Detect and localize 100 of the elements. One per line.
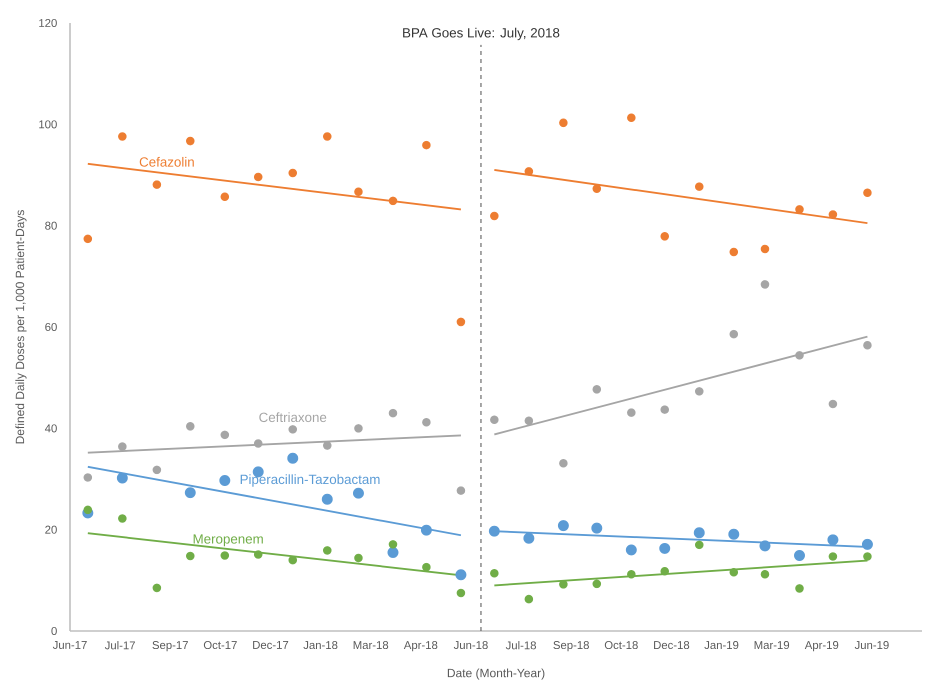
point xyxy=(627,408,636,417)
y-tick-label: 40 xyxy=(44,424,57,432)
point xyxy=(352,488,364,499)
point xyxy=(219,475,230,486)
x-tick-label: Mar-19 xyxy=(754,641,790,650)
point xyxy=(694,182,704,191)
x-axis-title: Date (Month-Year) xyxy=(448,668,544,680)
x-tick-label: Jul-17 xyxy=(104,641,135,650)
series-label: Cefazolin xyxy=(140,156,194,167)
point xyxy=(388,540,398,549)
point xyxy=(694,527,705,538)
point xyxy=(456,318,466,326)
point xyxy=(254,550,262,559)
ref-line-label: BPA Goes Live: July, 2018 xyxy=(403,28,560,40)
point xyxy=(354,424,363,433)
point xyxy=(760,540,770,552)
point xyxy=(558,520,569,532)
point xyxy=(254,172,262,182)
point xyxy=(728,528,740,540)
point xyxy=(323,546,332,555)
point xyxy=(828,210,838,219)
point xyxy=(659,542,670,554)
point xyxy=(730,568,738,576)
x-tick-label: Jan-19 xyxy=(704,641,738,650)
y-tick-label: 60 xyxy=(45,322,57,332)
point xyxy=(760,280,770,289)
point xyxy=(388,546,398,558)
point xyxy=(186,422,195,431)
y-tick-label: 0 xyxy=(51,626,57,636)
point xyxy=(559,459,568,468)
y-tick-label: 80 xyxy=(45,222,57,230)
y-tick-label: 120 xyxy=(39,18,57,28)
point xyxy=(254,439,262,448)
point xyxy=(455,569,466,580)
y-axis-title: Defined Daily Doses per 1,000 Patient-Days xyxy=(15,210,27,444)
point xyxy=(523,532,534,544)
point xyxy=(220,551,230,560)
point xyxy=(287,452,298,464)
point xyxy=(730,330,738,338)
point xyxy=(862,538,873,550)
point xyxy=(627,570,636,579)
point xyxy=(524,167,534,176)
point xyxy=(828,400,838,408)
point xyxy=(456,588,466,598)
point xyxy=(626,544,637,556)
point xyxy=(84,506,92,514)
point xyxy=(322,494,333,505)
x-tick-label: Jun-18 xyxy=(454,641,488,650)
point xyxy=(323,132,332,141)
point xyxy=(760,244,770,254)
point xyxy=(828,552,838,561)
point xyxy=(795,351,804,360)
point xyxy=(118,514,127,523)
point xyxy=(388,408,398,418)
series-label: Piperacillin-Tazobactam xyxy=(240,474,380,487)
x-tick-label: Apr-18 xyxy=(404,641,438,652)
point xyxy=(220,192,230,202)
series-label: Ceftriaxone xyxy=(259,412,326,422)
point xyxy=(288,425,298,434)
x-tick-label: Oct-17 xyxy=(204,641,237,650)
point xyxy=(354,554,363,562)
point xyxy=(118,132,127,141)
point xyxy=(288,556,298,564)
point xyxy=(627,113,636,122)
point xyxy=(186,136,195,146)
point xyxy=(524,416,534,426)
point xyxy=(694,387,704,396)
point xyxy=(152,466,162,474)
x-tick-label: Jun-17 xyxy=(52,641,87,649)
point xyxy=(524,594,534,604)
point xyxy=(490,212,499,220)
series-label: Meropenem xyxy=(194,534,263,546)
point xyxy=(490,415,499,424)
point xyxy=(152,180,162,189)
x-tick-label: Jun-19 xyxy=(854,641,889,650)
x-tick-label: Apr-19 xyxy=(804,641,838,652)
point xyxy=(760,570,770,579)
point xyxy=(220,430,230,440)
point xyxy=(488,526,500,537)
point xyxy=(422,418,431,427)
x-tick-label: Oct-18 xyxy=(604,641,638,650)
x-tick-label: Dec-18 xyxy=(654,641,690,650)
point xyxy=(592,184,602,193)
point xyxy=(863,340,872,350)
point xyxy=(152,584,162,592)
point xyxy=(660,232,670,241)
point xyxy=(323,441,332,450)
point xyxy=(827,534,838,546)
point xyxy=(863,552,872,561)
point xyxy=(660,405,670,414)
x-tick-label: Jan-18 xyxy=(303,641,338,650)
point xyxy=(592,580,602,588)
point xyxy=(559,118,568,128)
y-tick-label: 20 xyxy=(45,526,57,534)
point xyxy=(116,472,128,484)
point xyxy=(591,522,602,534)
point xyxy=(186,552,195,560)
point xyxy=(694,540,704,550)
y-tick-label: 100 xyxy=(39,120,57,128)
x-tick-label: Dec-17 xyxy=(253,641,288,649)
